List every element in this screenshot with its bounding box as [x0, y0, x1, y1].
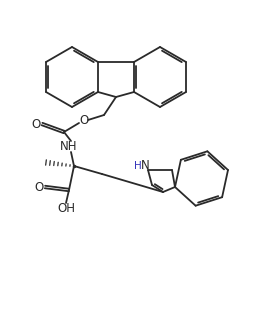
Text: O: O	[80, 114, 89, 127]
Text: O: O	[31, 118, 41, 131]
Text: N: N	[141, 158, 149, 172]
Text: OH: OH	[57, 201, 75, 214]
Text: O: O	[34, 181, 44, 194]
Text: H: H	[134, 161, 142, 171]
Text: NH: NH	[60, 139, 78, 152]
